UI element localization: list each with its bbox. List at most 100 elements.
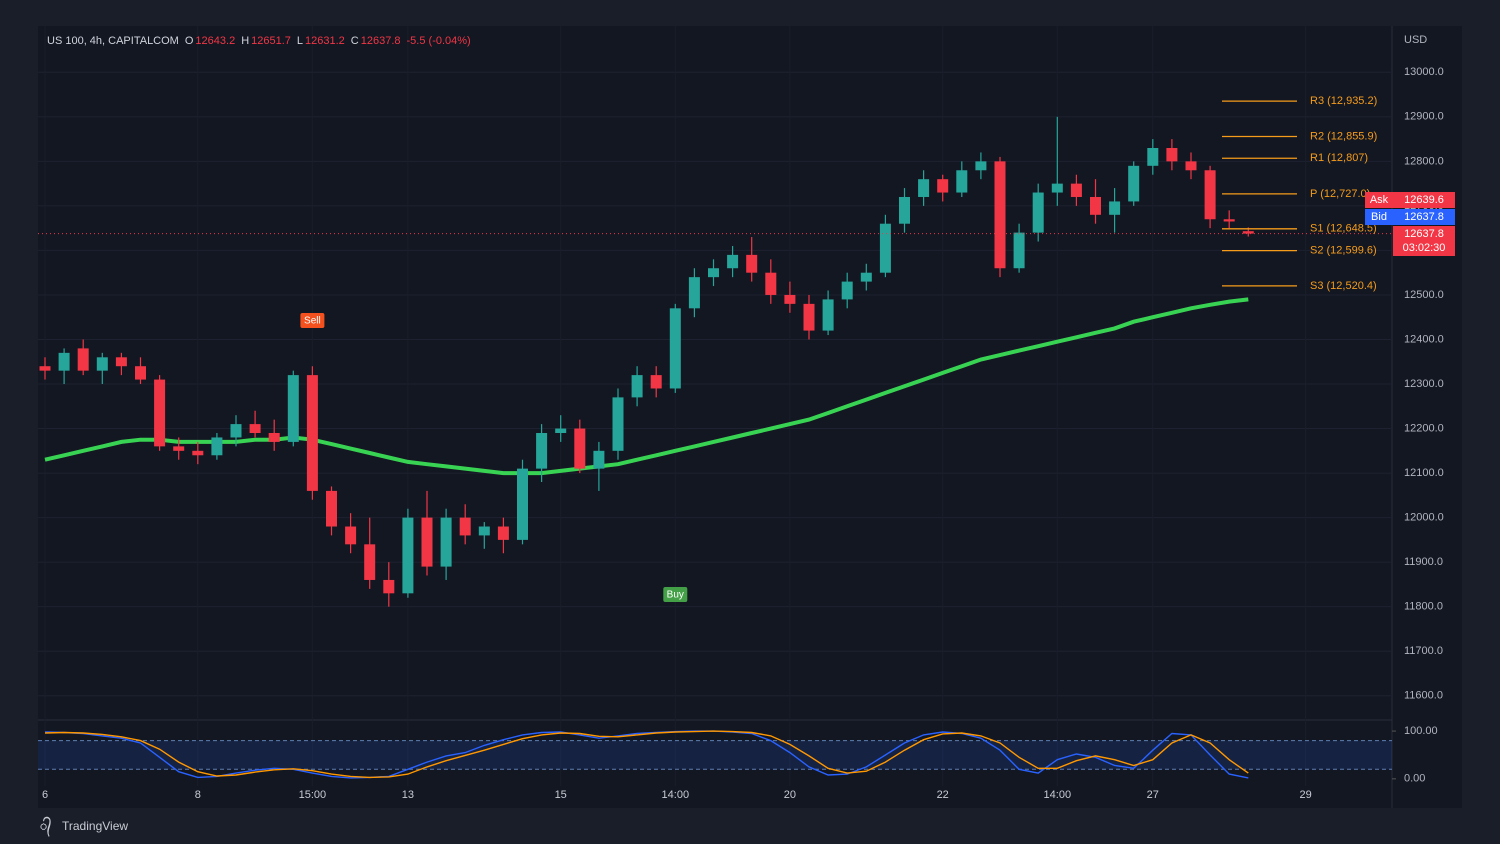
ohlc-value: 12637.8 — [361, 35, 401, 47]
pivot-label: P (12,727.0) — [1310, 188, 1370, 200]
price-tag — [1393, 192, 1455, 208]
price-tag-key — [1365, 209, 1393, 225]
candle-body — [574, 428, 586, 469]
x-tick-label: 20 — [784, 789, 796, 801]
countdown: 03:02:30 — [1403, 242, 1446, 254]
oscillator-tick-label: 0.00 — [1404, 773, 1425, 785]
candle-body — [975, 161, 987, 171]
candle-body — [173, 446, 185, 451]
candle-body — [77, 348, 89, 371]
candle-body — [1090, 196, 1101, 215]
candle-body — [1070, 183, 1082, 197]
y-tick-label: 12000.0 — [1404, 512, 1444, 524]
candle-body — [593, 450, 605, 469]
change: -5.5 (-0.04%) — [407, 35, 471, 47]
x-tick-label: 8 — [195, 789, 201, 801]
brand-logo: ᭄ — [40, 816, 51, 837]
candle-body — [135, 366, 146, 380]
y-tick-label: 12900.0 — [1404, 111, 1444, 123]
y-tick-label: 12300.0 — [1404, 378, 1444, 390]
candle-body — [402, 517, 414, 594]
candle-body — [536, 433, 548, 469]
candle-body — [459, 517, 471, 536]
ohlc-key: C — [351, 35, 359, 47]
ohlc-key: L — [297, 35, 303, 47]
y-tick-label: 13000.0 — [1404, 66, 1444, 78]
candle-body — [1032, 192, 1044, 233]
oscillator-band — [38, 740, 1392, 770]
brand: TradingView — [62, 819, 128, 833]
candle-body — [1166, 148, 1178, 162]
candle-body — [784, 294, 796, 304]
sell-label: Sell — [304, 316, 321, 327]
oscillator-line — [44, 730, 1249, 779]
pivot-label: S3 (12,520.4) — [1310, 280, 1377, 292]
candle-body — [555, 428, 567, 434]
oscillator-tick-label: 100.00 — [1404, 725, 1438, 737]
y-tick-label: 12800.0 — [1404, 155, 1444, 167]
y-tick-label: 12100.0 — [1404, 467, 1444, 479]
candle-body — [478, 526, 490, 536]
buy-signal — [663, 587, 688, 602]
candle-body — [1223, 219, 1235, 222]
candle-body — [1128, 165, 1140, 202]
candle-body — [727, 254, 739, 269]
last-price-value: 12637.8 — [1404, 228, 1444, 240]
y-tick-label: 12500.0 — [1404, 289, 1444, 301]
x-tick-label: 14:00 — [662, 789, 690, 801]
x-tick-label: 29 — [1299, 789, 1311, 801]
oscillator-line — [44, 730, 1249, 779]
ohlc-key: O — [185, 35, 194, 47]
candle-body — [765, 272, 777, 295]
last-price-tag — [1393, 226, 1455, 256]
candle-body — [211, 437, 223, 456]
candle-body — [115, 357, 127, 367]
price-tag-value: 12639.6 — [1404, 194, 1444, 206]
pivot-label: R3 (12,935.2) — [1310, 95, 1377, 107]
candle-body — [1051, 183, 1063, 193]
y-tick-label: 12400.0 — [1404, 333, 1444, 345]
x-tick-label: 27 — [1147, 789, 1159, 801]
x-tick-label: 14:00 — [1044, 789, 1072, 801]
candle-body — [860, 272, 872, 282]
chart-background — [38, 26, 1462, 808]
moving-average — [44, 297, 1249, 476]
x-tick-label: 15:00 — [299, 789, 327, 801]
y-tick-label: 11600.0 — [1404, 690, 1443, 702]
candle-body — [154, 379, 166, 447]
candle-body — [822, 299, 834, 331]
ohlc-value: 12631.2 — [305, 35, 345, 47]
candle-body — [899, 196, 910, 224]
candle-body — [1242, 231, 1254, 234]
symbol: US 100, 4h, CAPITALCOM — [47, 35, 179, 47]
candle-body — [39, 366, 51, 371]
candle-body — [383, 579, 395, 594]
candle-body — [249, 424, 261, 434]
candle-body — [345, 526, 357, 545]
candle-body — [1109, 201, 1121, 215]
candle-body — [841, 281, 853, 300]
pivot-label: R2 (12,855.9) — [1310, 130, 1377, 142]
y-tick-label: 12200.0 — [1404, 422, 1444, 434]
buy-label: Buy — [667, 590, 684, 601]
candle-body — [956, 170, 968, 193]
pivot-label: S2 (12,599.6) — [1310, 245, 1377, 257]
sell-signal — [300, 313, 325, 328]
candle-body — [192, 450, 204, 456]
candle-body — [306, 375, 318, 491]
x-tick-label: 15 — [555, 789, 567, 801]
x-tick-label: 22 — [937, 789, 949, 801]
candle-body — [994, 161, 1006, 269]
candle-body — [708, 268, 719, 278]
y-tick-label: 11800.0 — [1404, 601, 1443, 613]
candle-body — [268, 433, 280, 442]
candle-body — [688, 277, 700, 309]
candle-body — [879, 223, 891, 273]
candle-body — [803, 303, 815, 331]
candle-body — [230, 424, 242, 438]
price-tag-key — [1365, 192, 1393, 208]
candle-body — [1185, 161, 1197, 171]
candle-body — [1147, 148, 1159, 166]
